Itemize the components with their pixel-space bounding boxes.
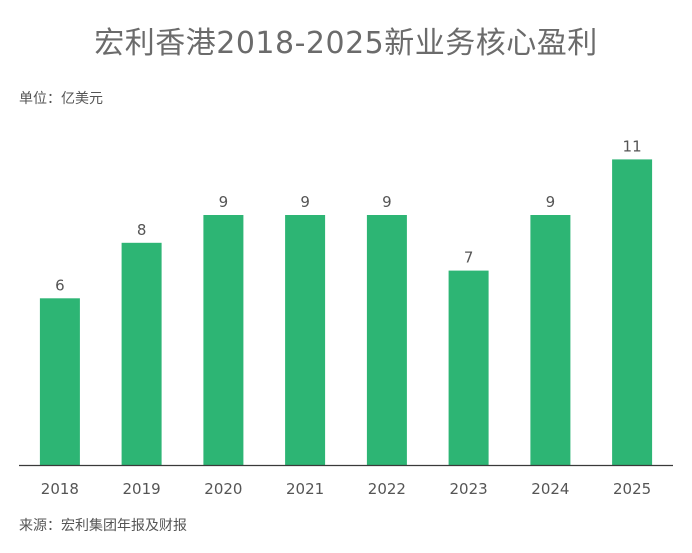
chart-title: 宏利香港2018-2025新业务核心盈利: [94, 26, 598, 61]
x-tick-label-2025: 2025: [613, 480, 651, 498]
bar-2018: [39, 298, 80, 465]
x-tick-label-2021: 2021: [286, 480, 324, 498]
value-label-2025: 11: [623, 137, 642, 155]
bar-2023: [448, 270, 489, 465]
x-tick-label-2024: 2024: [531, 480, 569, 498]
bar-2019: [121, 242, 162, 465]
value-labels-group: 6 8 9 9 9 7 9 11: [55, 137, 642, 294]
value-label-2024: 9: [546, 193, 556, 211]
value-label-2021: 9: [300, 193, 310, 211]
bar-2025: [612, 159, 653, 465]
x-tick-label-2018: 2018: [41, 480, 79, 498]
value-label-2018: 6: [55, 276, 65, 294]
value-label-2022: 9: [382, 193, 392, 211]
x-tick-label-2022: 2022: [368, 480, 406, 498]
bar-2020: [203, 215, 244, 465]
bar-2022: [366, 215, 407, 465]
value-label-2019: 8: [137, 221, 147, 239]
bar-2024: [530, 215, 571, 465]
source-note: 来源：宏利集团年报及财报: [19, 518, 187, 534]
x-tick-label-2020: 2020: [204, 480, 242, 498]
bar-2021: [285, 215, 326, 465]
x-tick-label-2019: 2019: [123, 480, 161, 498]
value-label-2020: 9: [219, 193, 229, 211]
unit-label: 单位：亿美元: [19, 91, 103, 107]
x-tick-labels-group: 2018 2019 2020 2021 2022 2023 2024 2025: [41, 480, 651, 498]
value-label-2023: 7: [464, 249, 474, 267]
bars-group: [39, 159, 653, 465]
x-tick-label-2023: 2023: [450, 480, 488, 498]
